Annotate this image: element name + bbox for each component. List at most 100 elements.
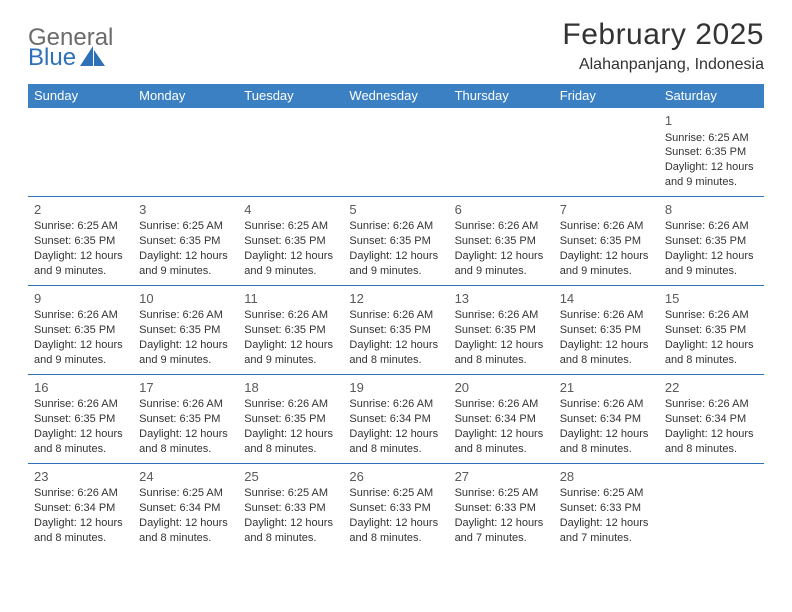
sunrise-line: Sunrise: 6:26 AM [349, 308, 442, 323]
daylight-line: Daylight: 12 hours and 8 minutes. [139, 427, 232, 457]
day-number: 17 [139, 379, 232, 397]
daylight-line: Daylight: 12 hours and 8 minutes. [455, 427, 548, 457]
day-cell: 7Sunrise: 6:26 AMSunset: 6:35 PMDaylight… [554, 197, 659, 285]
weekday-sunday: Sunday [28, 84, 133, 108]
sunset-line: Sunset: 6:35 PM [139, 412, 232, 427]
day-cell: 14Sunrise: 6:26 AMSunset: 6:35 PMDayligh… [554, 286, 659, 374]
day-cell: 2Sunrise: 6:25 AMSunset: 6:35 PMDaylight… [28, 197, 133, 285]
calendar-grid: Sunday Monday Tuesday Wednesday Thursday… [28, 84, 764, 552]
daylight-line: Daylight: 12 hours and 8 minutes. [349, 338, 442, 368]
day-cell: 28Sunrise: 6:25 AMSunset: 6:33 PMDayligh… [554, 464, 659, 552]
day-cell: 4Sunrise: 6:25 AMSunset: 6:35 PMDaylight… [238, 197, 343, 285]
day-number: 13 [455, 290, 548, 308]
sunset-line: Sunset: 6:33 PM [244, 501, 337, 516]
sunset-line: Sunset: 6:35 PM [244, 234, 337, 249]
daylight-line: Daylight: 12 hours and 9 minutes. [665, 160, 758, 190]
daylight-line: Daylight: 12 hours and 8 minutes. [349, 427, 442, 457]
day-cell: 13Sunrise: 6:26 AMSunset: 6:35 PMDayligh… [449, 286, 554, 374]
day-cell: 22Sunrise: 6:26 AMSunset: 6:34 PMDayligh… [659, 375, 764, 463]
weekday-friday: Friday [554, 84, 659, 108]
weekday-saturday: Saturday [659, 84, 764, 108]
calendar-page: General Blue February 2025 Alahanpanjang… [0, 0, 792, 612]
day-number: 23 [34, 468, 127, 486]
day-cell: 5Sunrise: 6:26 AMSunset: 6:35 PMDaylight… [343, 197, 448, 285]
sunrise-line: Sunrise: 6:25 AM [560, 486, 653, 501]
daylight-line: Daylight: 12 hours and 8 minutes. [34, 516, 127, 546]
day-cell: 24Sunrise: 6:25 AMSunset: 6:34 PMDayligh… [133, 464, 238, 552]
sunset-line: Sunset: 6:35 PM [244, 323, 337, 338]
logo-bottom-row: Blue [28, 46, 113, 70]
day-number: 11 [244, 290, 337, 308]
day-number: 24 [139, 468, 232, 486]
weekday-wednesday: Wednesday [343, 84, 448, 108]
day-cell-empty [238, 108, 343, 196]
week-row: 9Sunrise: 6:26 AMSunset: 6:35 PMDaylight… [28, 286, 764, 375]
logo-text-bottom: Blue [28, 46, 76, 70]
daylight-line: Daylight: 12 hours and 8 minutes. [560, 427, 653, 457]
month-title: February 2025 [562, 18, 764, 52]
daylight-line: Daylight: 12 hours and 8 minutes. [560, 338, 653, 368]
header-row: General Blue February 2025 Alahanpanjang… [28, 18, 764, 74]
sunset-line: Sunset: 6:35 PM [560, 323, 653, 338]
sunset-line: Sunset: 6:35 PM [665, 145, 758, 160]
sunset-line: Sunset: 6:34 PM [560, 412, 653, 427]
day-number: 6 [455, 201, 548, 219]
brand-logo: General Blue [28, 18, 113, 70]
sunrise-line: Sunrise: 6:26 AM [34, 308, 127, 323]
sunset-line: Sunset: 6:35 PM [34, 234, 127, 249]
daylight-line: Daylight: 12 hours and 9 minutes. [560, 249, 653, 279]
day-number: 12 [349, 290, 442, 308]
day-cell: 18Sunrise: 6:26 AMSunset: 6:35 PMDayligh… [238, 375, 343, 463]
week-row: 2Sunrise: 6:25 AMSunset: 6:35 PMDaylight… [28, 197, 764, 286]
day-cell: 6Sunrise: 6:26 AMSunset: 6:35 PMDaylight… [449, 197, 554, 285]
sunrise-line: Sunrise: 6:26 AM [665, 219, 758, 234]
day-cell: 20Sunrise: 6:26 AMSunset: 6:34 PMDayligh… [449, 375, 554, 463]
sunset-line: Sunset: 6:33 PM [349, 501, 442, 516]
weekday-tuesday: Tuesday [238, 84, 343, 108]
sunrise-line: Sunrise: 6:25 AM [139, 219, 232, 234]
day-cell: 10Sunrise: 6:26 AMSunset: 6:35 PMDayligh… [133, 286, 238, 374]
sunrise-line: Sunrise: 6:25 AM [455, 486, 548, 501]
sunset-line: Sunset: 6:35 PM [34, 323, 127, 338]
daylight-line: Daylight: 12 hours and 8 minutes. [349, 516, 442, 546]
sunrise-line: Sunrise: 6:26 AM [244, 397, 337, 412]
sunrise-line: Sunrise: 6:26 AM [560, 219, 653, 234]
sunset-line: Sunset: 6:33 PM [560, 501, 653, 516]
day-number: 8 [665, 201, 758, 219]
day-cell: 26Sunrise: 6:25 AMSunset: 6:33 PMDayligh… [343, 464, 448, 552]
sunset-line: Sunset: 6:35 PM [139, 323, 232, 338]
day-number: 5 [349, 201, 442, 219]
sunrise-line: Sunrise: 6:26 AM [560, 308, 653, 323]
sunrise-line: Sunrise: 6:26 AM [665, 308, 758, 323]
sunrise-line: Sunrise: 6:26 AM [349, 219, 442, 234]
daylight-line: Daylight: 12 hours and 8 minutes. [244, 516, 337, 546]
day-cell: 1Sunrise: 6:25 AMSunset: 6:35 PMDaylight… [659, 108, 764, 196]
daylight-line: Daylight: 12 hours and 8 minutes. [34, 427, 127, 457]
sunrise-line: Sunrise: 6:26 AM [349, 397, 442, 412]
sunrise-line: Sunrise: 6:25 AM [244, 219, 337, 234]
title-block: February 2025 Alahanpanjang, Indonesia [562, 18, 764, 74]
sunset-line: Sunset: 6:34 PM [34, 501, 127, 516]
daylight-line: Daylight: 12 hours and 8 minutes. [455, 338, 548, 368]
daylight-line: Daylight: 12 hours and 7 minutes. [455, 516, 548, 546]
weekday-monday: Monday [133, 84, 238, 108]
week-row: 1Sunrise: 6:25 AMSunset: 6:35 PMDaylight… [28, 108, 764, 197]
day-cell-empty [343, 108, 448, 196]
day-number: 1 [665, 112, 758, 130]
day-cell: 11Sunrise: 6:26 AMSunset: 6:35 PMDayligh… [238, 286, 343, 374]
daylight-line: Daylight: 12 hours and 9 minutes. [34, 338, 127, 368]
sunset-line: Sunset: 6:34 PM [349, 412, 442, 427]
sunrise-line: Sunrise: 6:26 AM [665, 397, 758, 412]
day-number: 7 [560, 201, 653, 219]
day-cell: 15Sunrise: 6:26 AMSunset: 6:35 PMDayligh… [659, 286, 764, 374]
sunset-line: Sunset: 6:35 PM [349, 234, 442, 249]
day-number: 21 [560, 379, 653, 397]
day-number: 16 [34, 379, 127, 397]
daylight-line: Daylight: 12 hours and 9 minutes. [349, 249, 442, 279]
day-cell: 21Sunrise: 6:26 AMSunset: 6:34 PMDayligh… [554, 375, 659, 463]
daylight-line: Daylight: 12 hours and 9 minutes. [139, 338, 232, 368]
sunrise-line: Sunrise: 6:25 AM [665, 131, 758, 146]
sunrise-line: Sunrise: 6:26 AM [139, 308, 232, 323]
week-row: 16Sunrise: 6:26 AMSunset: 6:35 PMDayligh… [28, 375, 764, 464]
sunrise-line: Sunrise: 6:26 AM [455, 308, 548, 323]
